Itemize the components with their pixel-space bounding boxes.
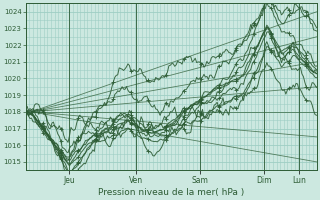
X-axis label: Pression niveau de la mer( hPa ): Pression niveau de la mer( hPa ) [98, 188, 244, 197]
